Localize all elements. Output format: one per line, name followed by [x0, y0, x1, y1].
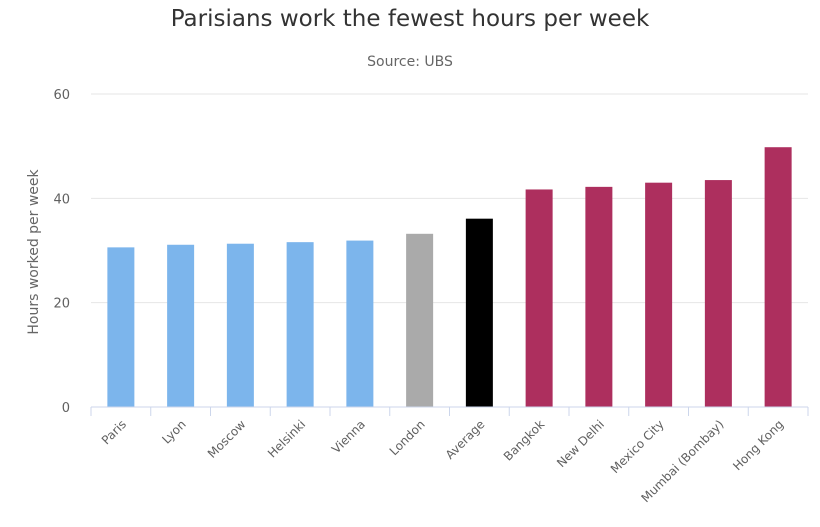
y-axis-ticks: 0 20 40 60 — [53, 88, 70, 416]
x-category-label: Lyon — [159, 417, 188, 446]
x-category-label: Mexico City — [608, 417, 667, 476]
y-tick-label: 20 — [53, 297, 70, 312]
bar — [465, 218, 493, 407]
x-category-label: Paris — [99, 417, 129, 447]
x-category-label: Helsinki — [265, 417, 308, 460]
bar — [167, 244, 195, 407]
y-tick-label: 40 — [53, 192, 70, 207]
x-axis-ticks — [90, 407, 809, 416]
bar — [406, 233, 434, 407]
x-category-label: Average — [443, 417, 488, 462]
bar — [346, 240, 374, 407]
bars — [107, 147, 792, 407]
x-category-label: Hong Kong — [730, 417, 786, 473]
bar — [704, 180, 732, 407]
x-category-label: Vienna — [329, 417, 368, 456]
x-category-label: Moscow — [205, 417, 249, 461]
bar — [645, 182, 673, 407]
y-tick-label: 0 — [62, 401, 70, 416]
y-tick-label: 60 — [53, 88, 70, 103]
chart-title: Parisians work the fewest hours per week — [170, 6, 650, 32]
x-category-label: Bangkok — [501, 417, 547, 463]
x-category-label: London — [387, 417, 428, 458]
bar — [107, 247, 135, 407]
x-axis-labels: Paris Lyon Moscow Helsinki Vienna London Avera… — [99, 417, 786, 505]
grid-lines — [91, 93, 808, 304]
bar — [585, 186, 613, 407]
bar — [525, 189, 553, 407]
bar — [286, 242, 314, 407]
y-axis-label: Hours worked per week — [26, 168, 42, 334]
x-category-label: New Delhi — [554, 417, 607, 470]
bar — [226, 243, 254, 407]
bar — [764, 147, 792, 407]
chart-subtitle: Source: UBS — [367, 54, 453, 70]
